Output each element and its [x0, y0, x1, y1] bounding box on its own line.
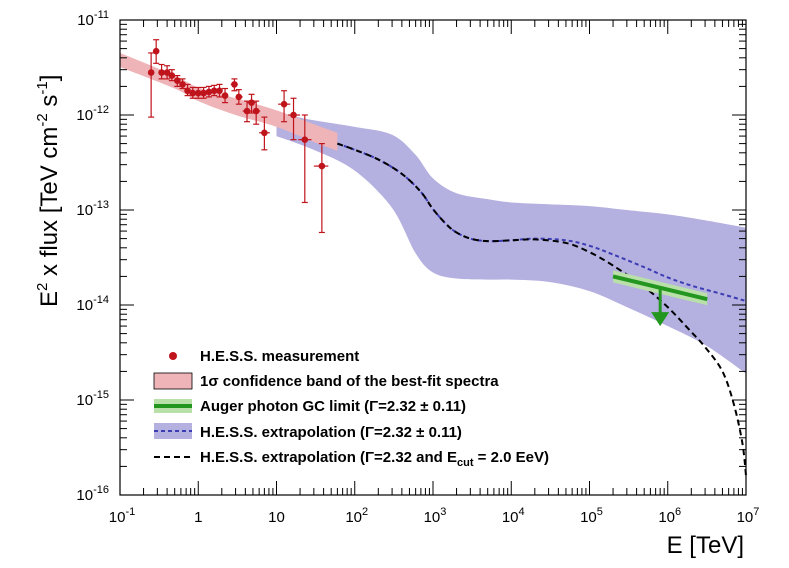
extrapolation-band: [276, 112, 746, 374]
measurement-marker-3: [163, 69, 171, 76]
measurement-point-9: [194, 86, 202, 99]
x-tick-label-7: 106: [658, 506, 681, 526]
x-tick-label-2: 10: [268, 509, 285, 526]
measurement-marker-9: [194, 89, 202, 97]
y-axis-title: E2 x flux [TeV cm-2 s-1]: [34, 75, 63, 307]
x-axis-title: E [TeV]: [667, 532, 744, 559]
line-layer: [337, 142, 747, 476]
legend-marker-measurement: [169, 352, 177, 360]
legend-label-confidence: 1σ confidence band of the best-fit spect…: [200, 373, 499, 390]
measurement-point-6: [179, 78, 186, 90]
measurement-marker-14: [221, 92, 229, 99]
measurement-marker-19: [252, 107, 260, 115]
tick-label-layer: 10-1 1 10 102 103 104 105 106 10710-1610-1510-14…: [76, 9, 759, 526]
measurement-marker-22: [290, 111, 297, 119]
measurement-point-3: [163, 65, 171, 80]
measurement-point-12: [210, 84, 218, 97]
x-tick-label-0: 10-1: [109, 506, 135, 526]
legend-swatch-extrapolation-band: [154, 423, 192, 439]
measurement-marker-11: [205, 88, 213, 96]
measurement-marker-12: [210, 87, 218, 95]
x-tick-label-4: 103: [424, 506, 447, 526]
x-tick-label-8: 107: [737, 506, 760, 526]
measurement-point-24: [313, 142, 329, 234]
measurement-point-20: [259, 116, 270, 151]
measurement-marker-23: [301, 136, 309, 143]
measurement-point-21: [278, 90, 291, 123]
x-tick-label-6: 105: [580, 506, 603, 526]
x-tick-label-5: 104: [502, 506, 525, 526]
measurement-marker-10: [200, 89, 207, 97]
measurement-point-8: [189, 86, 197, 99]
y-tick-label-4: 10-12: [76, 104, 109, 124]
y-tick-label-1: 10-15: [76, 389, 109, 409]
legend-label-auger: Auger photon GC limit (Γ=2.32 ± 0.11): [200, 398, 466, 415]
measurement-marker-15: [231, 81, 238, 88]
y-tick-label-5: 10-11: [77, 9, 109, 29]
measurement-marker-2: [158, 69, 165, 76]
measurement-marker-7: [184, 87, 191, 95]
tick-layer: [119, 20, 746, 496]
legend: H.E.S.S. measurement 1σ confidence band …: [153, 348, 549, 469]
auger-arrow-head: [651, 312, 670, 327]
legend-label-measurement: H.E.S.S. measurement: [200, 348, 359, 365]
y-tick-label-3: 10-13: [76, 199, 109, 219]
measurement-marker-5: [174, 77, 181, 84]
legend-swatch-confidence: [153, 372, 193, 390]
measurement-marker-13: [216, 87, 223, 95]
measurement-layer: [147, 39, 329, 234]
measurement-point-22: [287, 97, 301, 141]
x-tick-label-1: 1: [194, 509, 202, 526]
measurement-point-16: [235, 89, 243, 105]
legend-label-cutoff: H.E.S.S. extrapolation (Γ=2.32 and Ecut …: [200, 449, 549, 469]
measurement-point-15: [230, 78, 238, 92]
measurement-point-0: [147, 52, 155, 118]
measurement-point-11: [205, 85, 213, 98]
x-tick-label-3: 102: [345, 506, 368, 526]
y-tick-label-0: 10-16: [76, 484, 109, 504]
measurement-marker-18: [248, 99, 255, 106]
measurement-point-14: [221, 87, 229, 104]
legend-label-extrapolation: H.E.S.S. extrapolation (Γ=2.32 ± 0.11): [200, 424, 462, 441]
measurement-marker-24: [318, 162, 326, 170]
measurement-point-1: [152, 39, 160, 64]
cutoff-line: [337, 142, 747, 476]
measurement-marker-8: [189, 89, 197, 97]
auger-layer: [612, 270, 708, 327]
measurement-point-23: [298, 114, 312, 204]
measurement-point-4: [168, 69, 176, 82]
measurement-marker-1: [152, 47, 160, 55]
measurement-marker-16: [235, 93, 243, 101]
y-tick-label-2: 10-14: [76, 294, 109, 314]
measurement-marker-20: [261, 129, 268, 137]
measurement-marker-6: [179, 81, 186, 88]
measurement-point-13: [216, 83, 223, 98]
measurement-point-10: [200, 86, 207, 99]
measurement-point-19: [252, 100, 261, 125]
measurement-point-5: [174, 74, 181, 88]
measurement-point-7: [184, 83, 191, 97]
measurement-marker-4: [168, 72, 176, 79]
measurement-marker-0: [147, 69, 155, 76]
measurement-point-2: [158, 63, 165, 80]
measurement-marker-21: [280, 100, 288, 108]
